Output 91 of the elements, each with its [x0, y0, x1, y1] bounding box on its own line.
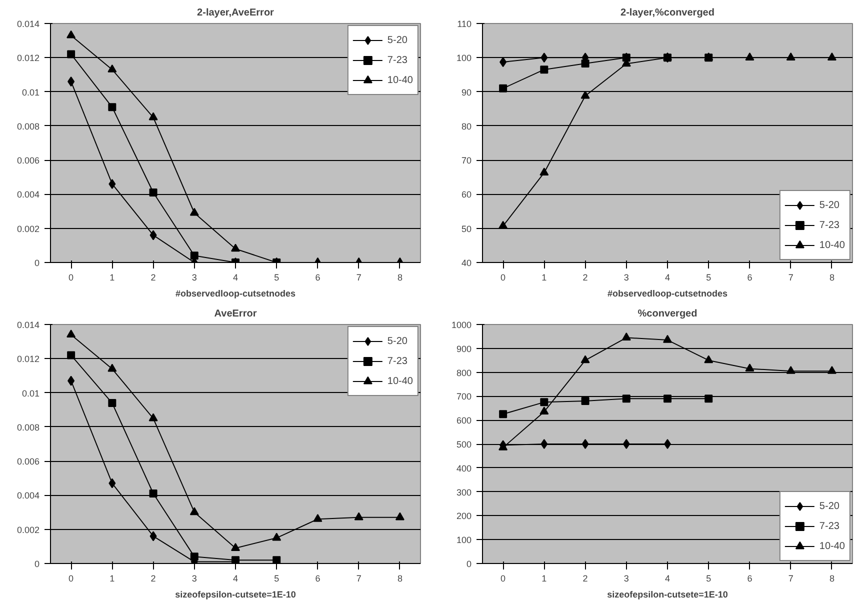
y-tick-label: 0: [466, 559, 472, 569]
y-tick-label: 0: [34, 258, 40, 268]
y-tick-label: 800: [456, 368, 472, 378]
y-tick-label: 0.01: [22, 87, 40, 98]
chart-title: %converged: [638, 308, 698, 320]
x-tick-label: 2: [582, 574, 588, 584]
y-tick-label: 110: [457, 19, 472, 29]
x-tick-label: 8: [829, 272, 834, 282]
legend-label: 7-23: [387, 356, 408, 366]
x-tick-label: 1: [110, 574, 115, 584]
y-tick-label: 0.008: [16, 121, 40, 132]
y-tick-label: 60: [461, 190, 472, 200]
y-tick-label: 300: [456, 487, 472, 498]
legend-label: 5-20: [819, 500, 840, 512]
y-tick-label: 90: [461, 87, 472, 98]
y-tick-label: 0: [34, 559, 40, 569]
x-tick-label: 1: [542, 574, 547, 584]
x-tick-label: 4: [232, 574, 238, 584]
x-tick-label: 3: [192, 574, 197, 584]
y-tick-label: 100: [456, 53, 472, 64]
y-tick-label: 70: [461, 156, 472, 166]
x-tick-label: 0: [68, 272, 74, 282]
y-tick-label: 80: [461, 121, 472, 132]
x-tick-label: 2: [150, 272, 156, 282]
x-tick-label: 8: [397, 574, 402, 584]
y-tick-label: 1000: [451, 320, 472, 330]
y-tick-label: 0.004: [16, 490, 40, 501]
legend-label: 7-23: [819, 520, 840, 532]
y-tick-label: 200: [456, 511, 472, 522]
legend-label: 7-23: [387, 54, 408, 66]
x-axis-title: sizeofepsilon-cutsete=1E-10: [175, 590, 296, 600]
x-tick-label: 8: [829, 574, 834, 584]
y-tick-label: 600: [456, 416, 472, 426]
y-tick-label: 0.008: [16, 422, 40, 432]
x-tick-label: 3: [192, 272, 197, 282]
x-tick-label: 3: [624, 272, 629, 282]
x-tick-label: 1: [110, 272, 115, 282]
chart-title: AveError: [214, 308, 257, 320]
x-tick-label: 2: [582, 272, 588, 282]
legend-label: 10-40: [819, 540, 845, 552]
x-tick-label: 0: [68, 574, 74, 584]
x-tick-label: 5: [274, 272, 280, 282]
x-tick-label: 4: [664, 272, 670, 282]
legend-label: 7-23: [819, 220, 840, 230]
x-tick-label: 6: [747, 574, 752, 584]
x-tick-label: 0: [500, 272, 506, 282]
x-tick-label: 8: [397, 272, 402, 282]
x-tick-label: 0: [500, 574, 506, 584]
chart-title: 2-layer,%converged: [620, 8, 714, 18]
legend-label: 10-40: [819, 240, 845, 250]
legend-label: 5-20: [819, 200, 840, 210]
x-tick-label: 5: [706, 574, 712, 584]
legend-label: 10-40: [387, 376, 413, 386]
x-tick-label: 7: [356, 574, 362, 584]
x-tick-label: 5: [706, 272, 712, 282]
y-tick-label: 0.002: [16, 224, 40, 234]
x-axis-title: sizeofepsilon-cutsete=1E-10: [607, 590, 728, 600]
chart-title: 2-layer,AveError: [197, 8, 274, 18]
y-tick-label: 0.002: [16, 524, 40, 535]
legend-label: 5-20: [387, 34, 408, 46]
legend-label: 5-20: [387, 336, 408, 346]
y-tick-label: 900: [456, 344, 472, 354]
x-tick-label: 6: [315, 272, 320, 282]
y-tick-label: 100: [456, 535, 472, 546]
x-axis-title: #observedloop-cutsetnodes: [607, 288, 728, 298]
y-tick-label: 40: [461, 258, 472, 268]
y-tick-label: 0.014: [16, 320, 40, 330]
x-axis-title: #observedloop-cutsetnodes: [175, 288, 296, 298]
x-tick-label: 7: [788, 272, 794, 282]
y-tick-label: 700: [456, 392, 472, 402]
x-tick-label: 4: [664, 574, 670, 584]
y-tick-label: 0.006: [16, 456, 40, 467]
y-tick-label: 400: [456, 463, 472, 474]
x-tick-label: 4: [232, 272, 238, 282]
x-tick-label: 6: [315, 574, 320, 584]
y-tick-label: 0.012: [16, 354, 40, 364]
x-tick-label: 1: [542, 272, 547, 282]
x-tick-label: 3: [624, 574, 629, 584]
y-tick-label: 0.004: [16, 190, 40, 200]
legend-label: 10-40: [387, 74, 413, 86]
y-tick-label: 0.014: [16, 19, 40, 29]
y-tick-label: 0.012: [16, 53, 40, 64]
x-tick-label: 5: [274, 574, 280, 584]
y-tick-label: 0.01: [22, 388, 40, 398]
y-tick-label: 50: [461, 224, 472, 234]
x-tick-label: 7: [356, 272, 362, 282]
x-tick-label: 2: [150, 574, 156, 584]
y-tick-label: 500: [456, 440, 472, 450]
x-tick-label: 7: [788, 574, 794, 584]
x-tick-label: 6: [747, 272, 752, 282]
y-tick-label: 0.006: [16, 156, 40, 166]
